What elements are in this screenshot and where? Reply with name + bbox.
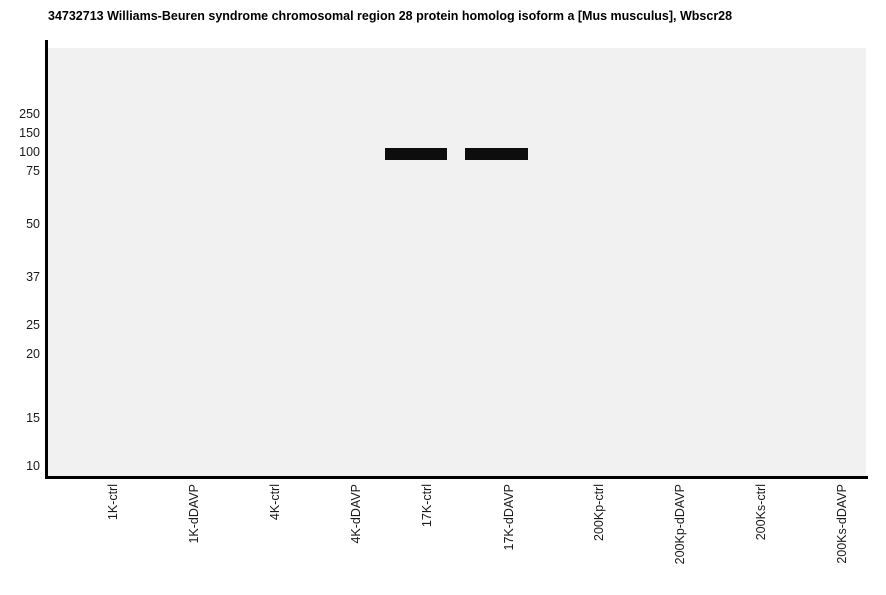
y-tick-label: 100 xyxy=(19,145,40,159)
x-tick-label: 200Kp-ctrl xyxy=(592,484,606,541)
x-tick-label: 17K-dDAVP xyxy=(502,484,516,551)
blot-band xyxy=(385,148,447,160)
x-tick-label: 1K-ctrl xyxy=(106,484,120,521)
x-tick-label: 1K-dDAVP xyxy=(187,484,201,544)
x-tick-label: 200Ks-ctrl xyxy=(754,484,768,541)
page-title: 34732713 Williams-Beuren syndrome chromo… xyxy=(48,9,733,23)
x-tick-label: 4K-dDAVP xyxy=(349,484,363,544)
y-axis-tick-labels: 250 150 100 75 50 37 25 20 15 10 xyxy=(0,0,45,595)
x-axis-line xyxy=(45,476,868,479)
y-tick-label: 25 xyxy=(26,318,40,332)
y-tick-label: 150 xyxy=(19,126,40,140)
x-tick-label: 17K-ctrl xyxy=(420,484,434,528)
blot-band xyxy=(465,148,528,160)
plot-area xyxy=(48,48,866,478)
y-axis-line xyxy=(45,40,48,479)
x-tick-label: 200Ks-dDAVP xyxy=(835,484,849,564)
y-tick-label: 37 xyxy=(26,270,40,284)
x-tick-label: 200Kp-dDAVP xyxy=(673,484,687,565)
y-tick-label: 75 xyxy=(26,164,40,178)
y-tick-label: 20 xyxy=(26,347,40,361)
y-tick-label: 15 xyxy=(26,411,40,425)
y-tick-label: 250 xyxy=(19,107,40,121)
x-tick-label: 4K-ctrl xyxy=(268,484,282,521)
y-tick-label: 50 xyxy=(26,217,40,231)
y-tick-label: 10 xyxy=(26,459,40,473)
